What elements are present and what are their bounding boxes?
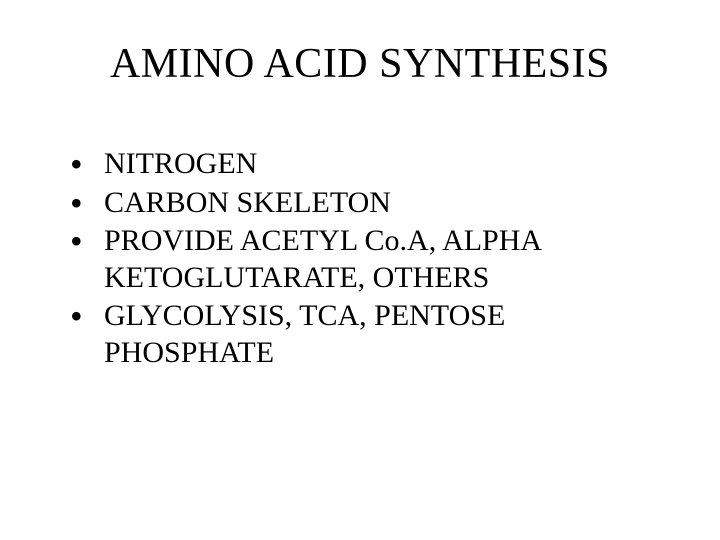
list-item: PROVIDE ACETYL Co.A, ALPHA KETOGLUTARATE… (70, 223, 660, 296)
slide-title: AMINO ACID SYNTHESIS (0, 40, 720, 88)
list-item: CARBON SKELETON (70, 185, 660, 222)
slide: AMINO ACID SYNTHESIS NITROGEN CARBON SKE… (0, 0, 720, 540)
list-item: NITROGEN (70, 146, 660, 183)
list-item: GLYCOLYSIS, TCA, PENTOSE PHOSPHATE (70, 298, 660, 371)
bullet-list: NITROGEN CARBON SKELETON PROVIDE ACETYL … (0, 146, 720, 372)
